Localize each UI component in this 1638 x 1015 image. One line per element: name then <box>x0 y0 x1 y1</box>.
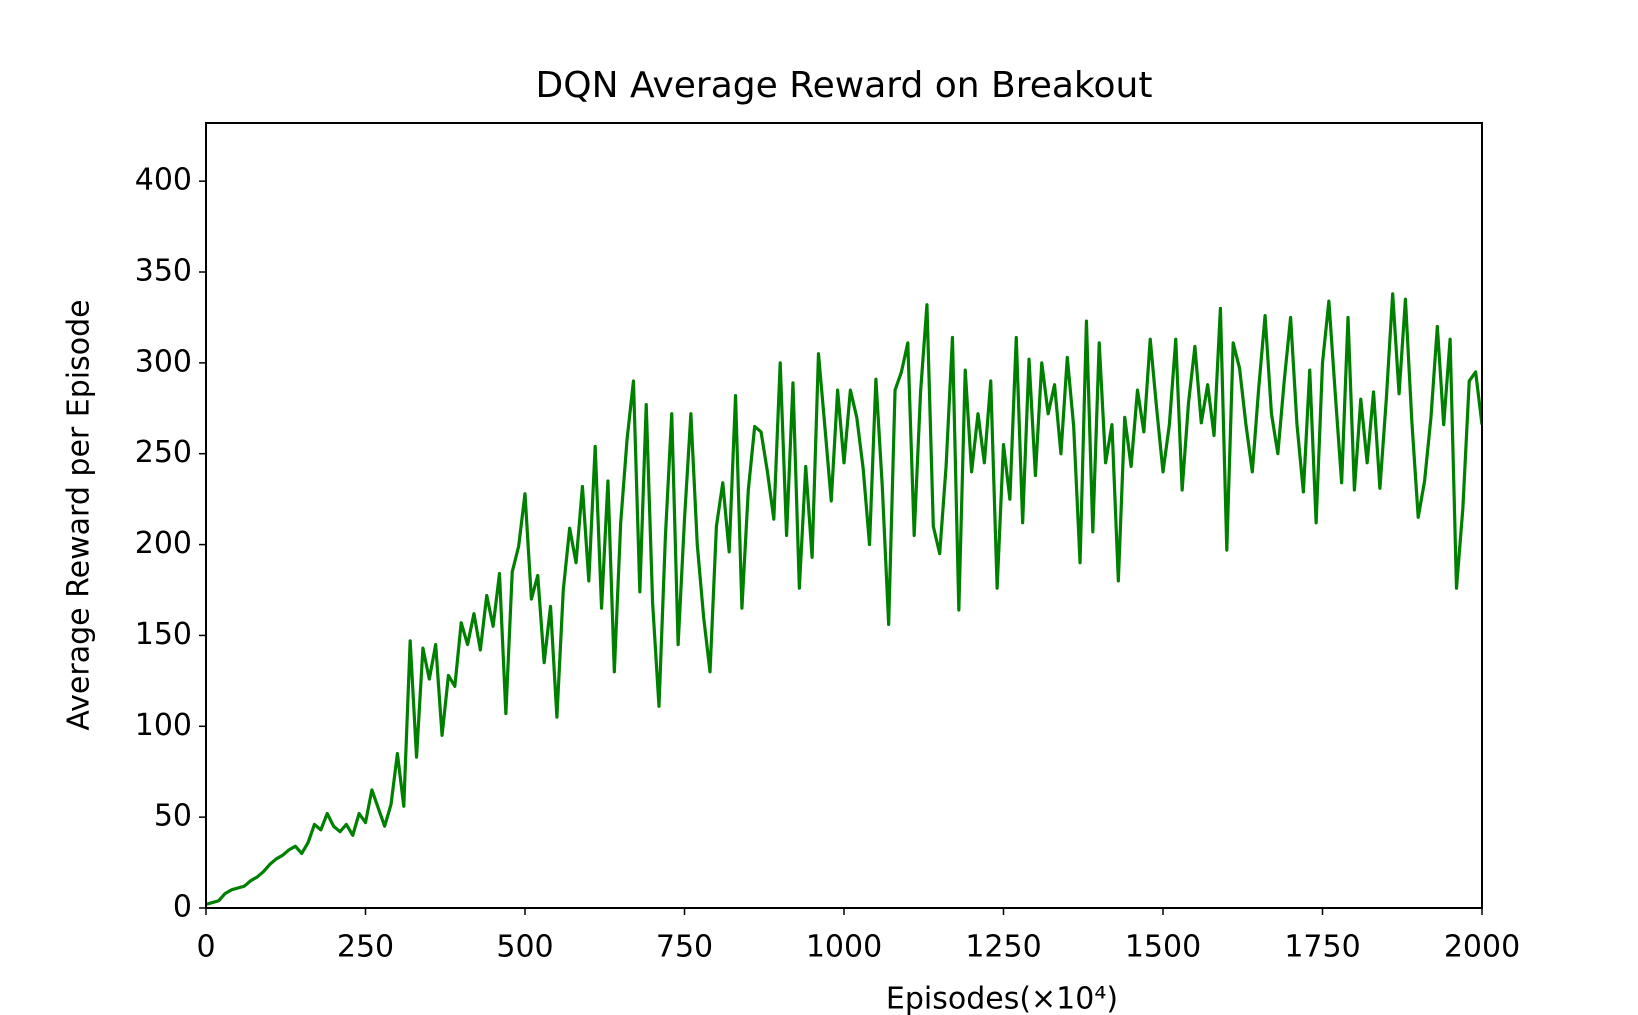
data-line <box>206 292 1482 906</box>
y-tick-label: 0 <box>173 890 192 925</box>
y-axis-label: Average Reward per Episode <box>62 299 97 730</box>
x-tick-label: 500 <box>496 930 553 965</box>
y-tick-label: 350 <box>135 254 192 289</box>
x-tick-label: 2000 <box>1444 930 1520 965</box>
x-tick-label: 1000 <box>806 930 882 965</box>
x-tick-label: 750 <box>656 930 713 965</box>
y-tick-label: 200 <box>135 526 192 561</box>
x-tick-label: 1750 <box>1284 930 1360 965</box>
y-tick-label: 50 <box>154 799 192 834</box>
x-tick-label: 0 <box>196 930 215 965</box>
y-tick-label: 300 <box>135 344 192 379</box>
chart-title: DQN Average Reward on Breakout <box>536 65 1153 106</box>
plot-frame <box>205 122 1483 909</box>
x-tick-label: 250 <box>337 930 394 965</box>
x-tick-label: 1250 <box>965 930 1041 965</box>
y-tick-label: 400 <box>135 163 192 198</box>
y-tick-label: 150 <box>135 617 192 652</box>
y-tick-label: 100 <box>135 708 192 743</box>
x-axis-label: Episodes(×10⁴) <box>886 982 1118 1015</box>
x-tick-label: 1500 <box>1125 930 1201 965</box>
y-tick-label: 250 <box>135 435 192 470</box>
